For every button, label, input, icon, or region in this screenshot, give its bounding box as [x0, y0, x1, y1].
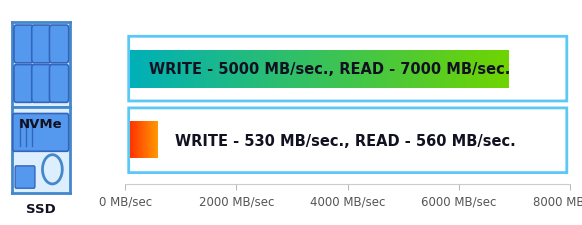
Text: WRITE - 5000 MB/sec., READ - 7000 MB/sec.: WRITE - 5000 MB/sec., READ - 7000 MB/sec… — [149, 62, 510, 77]
FancyBboxPatch shape — [32, 26, 51, 63]
FancyBboxPatch shape — [49, 26, 69, 63]
FancyBboxPatch shape — [129, 108, 567, 173]
FancyBboxPatch shape — [14, 65, 33, 103]
Text: WRITE - 530 MB/sec., READ - 560 MB/sec.: WRITE - 530 MB/sec., READ - 560 MB/sec. — [175, 133, 516, 148]
Text: NVMe: NVMe — [19, 117, 62, 130]
FancyBboxPatch shape — [13, 114, 69, 152]
FancyBboxPatch shape — [14, 26, 33, 63]
Text: SSD: SSD — [26, 202, 56, 216]
FancyBboxPatch shape — [49, 65, 69, 103]
FancyBboxPatch shape — [15, 166, 35, 188]
FancyBboxPatch shape — [129, 37, 567, 101]
FancyBboxPatch shape — [32, 65, 51, 103]
